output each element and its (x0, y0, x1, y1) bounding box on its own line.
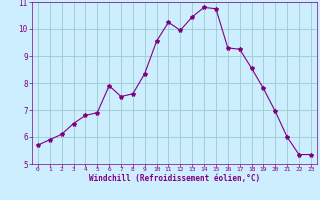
X-axis label: Windchill (Refroidissement éolien,°C): Windchill (Refroidissement éolien,°C) (89, 174, 260, 183)
